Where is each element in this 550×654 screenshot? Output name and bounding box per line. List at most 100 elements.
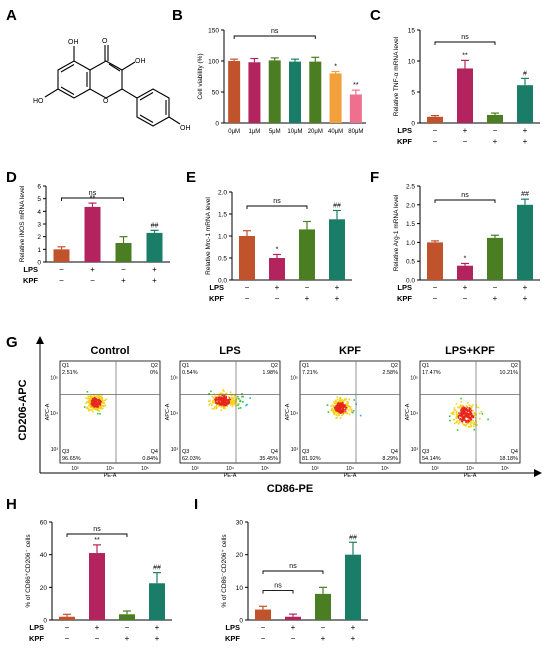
bar: [248, 62, 261, 123]
bond: [168, 116, 181, 125]
cell-dot: [333, 410, 336, 413]
lps-sign: +: [523, 126, 528, 135]
quadrant-percent: 18.18%: [499, 456, 518, 462]
flow-y-tick: 10³: [411, 447, 419, 453]
quadrant-percent: 7.21%: [302, 370, 318, 376]
cell-dot: [218, 400, 220, 403]
cell-dot: [235, 398, 238, 401]
cell-dot: [220, 402, 222, 404]
bar: [427, 242, 443, 280]
cell-density-cloud: [448, 397, 489, 431]
cell-dot: [468, 415, 470, 418]
cell-dot: [96, 395, 98, 397]
cell-dot: [224, 407, 227, 410]
bond: [121, 88, 138, 99]
cell-dot: [344, 410, 347, 413]
cell-dot: [335, 408, 338, 411]
cell-dot: [89, 406, 92, 408]
cell-dot: [97, 399, 99, 402]
cell-dot: [211, 401, 214, 404]
cell-dot: [460, 412, 462, 414]
ns-label: ns: [273, 198, 281, 205]
bar: [299, 229, 315, 280]
cell-dot: [89, 399, 91, 402]
cell-dot: [96, 407, 99, 410]
cell-dot: [219, 403, 221, 405]
quadrant-name: Q4: [151, 449, 158, 455]
lps-sign: +: [351, 623, 356, 632]
cell-dot: [352, 410, 355, 412]
lps-sign: +: [523, 283, 528, 292]
cell-dot: [464, 424, 467, 427]
kpf-sign: +: [523, 137, 528, 146]
panel-letter-a: A: [6, 7, 17, 24]
cell-dot: [96, 412, 99, 415]
ring-b: [136, 88, 170, 127]
cell-dot: [341, 414, 343, 417]
cell-dot: [211, 400, 214, 402]
quadrant-name: Q2: [151, 363, 158, 369]
bar: [119, 614, 135, 620]
cell-dot: [349, 406, 352, 408]
cell-dot: [458, 414, 460, 417]
cell-dot: [469, 408, 472, 410]
cell-dot: [89, 405, 92, 407]
lps-sign: +: [463, 283, 468, 292]
cell-dot: [98, 398, 100, 401]
bond: [139, 114, 154, 123]
panel-letters: A B C D E F G H I: [6, 7, 381, 513]
cell-dot: [346, 412, 349, 415]
cell-dot: [341, 399, 343, 402]
y-tick-label: 150: [208, 28, 219, 35]
cell-dot: [227, 401, 230, 403]
cell-dot: [473, 423, 475, 426]
cell-dot: [232, 402, 234, 405]
cell-dot: [223, 398, 225, 400]
cell-dot: [231, 405, 234, 408]
atom-label: OH: [68, 39, 79, 46]
cell-dot: [222, 398, 224, 400]
cell-dot: [249, 397, 251, 399]
y-tick-label: 5: [411, 90, 415, 97]
cell-dot: [224, 402, 227, 405]
cell-dot: [220, 399, 223, 401]
ns-bracket: [262, 570, 324, 574]
quadrant-name: Q3: [302, 449, 309, 455]
cell-dot: [336, 416, 338, 419]
ns-bracket: [262, 590, 294, 594]
cell-dot: [90, 408, 92, 411]
cell-dot: [223, 402, 225, 405]
cell-dot: [461, 411, 464, 413]
cell-dot: [86, 406, 89, 409]
cell-dot: [99, 413, 101, 415]
cell-dot: [93, 395, 96, 397]
cell-dot: [92, 397, 94, 400]
cell-dot: [479, 417, 481, 420]
cell-dot: [469, 411, 472, 413]
bar: [239, 236, 255, 280]
cell-dot: [333, 401, 335, 403]
cell-dot: [220, 396, 222, 398]
lps-sign: −: [125, 623, 130, 632]
chart-panel-i: 0 10 20 30 % of CD86⁻CD206⁺ cells ## ns ns LPS KP…: [221, 520, 368, 643]
bar: [427, 116, 443, 123]
cell-dot: [342, 410, 345, 412]
y-tick-label: 4: [37, 209, 41, 216]
cell-dot: [237, 403, 239, 405]
cell-dot: [89, 402, 91, 405]
cell-dot: [465, 409, 467, 412]
panel-letter-c: C: [370, 7, 381, 24]
ring-c: [89, 60, 123, 99]
flow-x-axis-label: PE-A: [224, 473, 237, 479]
flow-x-tick: 10⁵: [381, 466, 389, 472]
flow-plot-title: LPS+KPF: [445, 345, 495, 357]
y-tick-label: 1.0: [218, 234, 227, 241]
lps-sign: +: [95, 623, 100, 632]
flow-x-tick: 10⁵: [261, 466, 269, 472]
ring-a: [57, 60, 91, 99]
cell-dot: [345, 406, 348, 409]
cell-dot: [237, 404, 239, 406]
cell-dot: [348, 398, 350, 401]
kpf-sign: +: [125, 634, 130, 643]
cell-dot: [341, 401, 344, 404]
